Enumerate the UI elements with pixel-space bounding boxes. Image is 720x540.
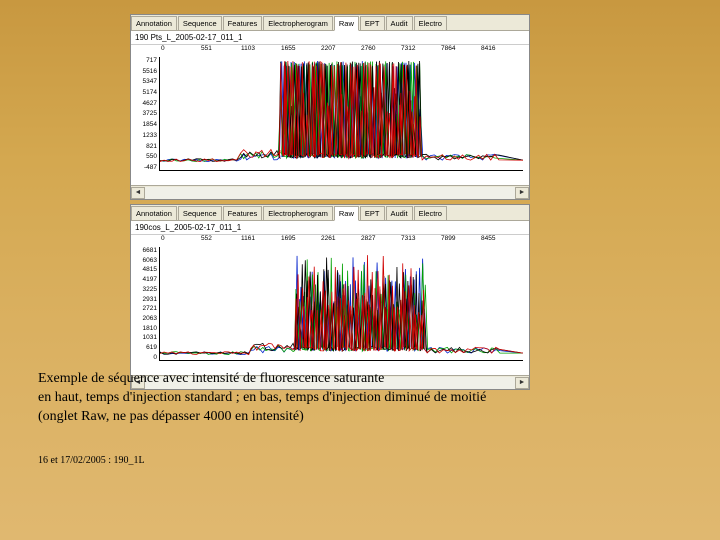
tab-raw[interactable]: Raw — [334, 16, 359, 31]
tab-annotation[interactable]: Annotation — [131, 206, 177, 220]
footnote: 16 et 17/02/2005 : 190_1L — [38, 455, 145, 466]
scroll-left-top[interactable]: ◄ — [131, 187, 145, 199]
tab-audit[interactable]: Audit — [386, 16, 413, 30]
tab-electropherogram[interactable]: Electropherogram — [263, 206, 333, 220]
scrollbar-top[interactable]: ◄ ► — [131, 185, 529, 199]
caption-line3: (onglet Raw, ne pas dépasser 4000 en int… — [38, 408, 486, 427]
x-axis-bottom: 05521161169522612827731378998455 — [159, 235, 523, 247]
tab-features[interactable]: Features — [223, 206, 263, 220]
tab-electro[interactable]: Electro — [414, 206, 447, 220]
chart-bottom: 05521161169522612827731378998455 6681606… — [131, 235, 529, 375]
panel-bottom: AnnotationSequenceFeaturesElectropherogr… — [130, 204, 530, 390]
plot-top — [159, 57, 523, 171]
tab-electro[interactable]: Electro — [414, 16, 447, 30]
tabs-top: AnnotationSequenceFeaturesElectropherogr… — [131, 15, 529, 31]
tab-annotation[interactable]: Annotation — [131, 16, 177, 30]
tab-ept[interactable]: EPT — [360, 206, 385, 220]
tab-features[interactable]: Features — [223, 16, 263, 30]
y-axis-bottom: 6681606348154197322529312721206318101031… — [131, 235, 159, 375]
tab-electropherogram[interactable]: Electropherogram — [263, 16, 333, 30]
screenshot-panels: AnnotationSequenceFeaturesElectropherogr… — [130, 14, 530, 394]
sample-name-top: 190 Pts_L_2005-02-17_011_1 — [131, 31, 529, 45]
tab-sequence[interactable]: Sequence — [178, 206, 222, 220]
caption-line2: en haut, temps d'injection standard ; en… — [38, 389, 486, 408]
panel-top: AnnotationSequenceFeaturesElectropherogr… — [130, 14, 530, 200]
scroll-right-bottom[interactable]: ► — [515, 377, 529, 389]
sample-name-bottom: 190cos_L_2005-02-17_011_1 — [131, 221, 529, 235]
scroll-track-top[interactable] — [145, 187, 515, 199]
scroll-right-top[interactable]: ► — [515, 187, 529, 199]
tab-ept[interactable]: EPT — [360, 16, 385, 30]
caption: Exemple de séquence avec intensité de fl… — [38, 370, 486, 427]
tab-sequence[interactable]: Sequence — [178, 16, 222, 30]
tab-audit[interactable]: Audit — [386, 206, 413, 220]
tabs-bottom: AnnotationSequenceFeaturesElectropherogr… — [131, 205, 529, 221]
x-axis-top: 05511103165522072760731278648416 — [159, 45, 523, 57]
caption-line1: Exemple de séquence avec intensité de fl… — [38, 370, 486, 389]
plot-bottom — [159, 247, 523, 361]
chart-top: 05511103165522072760731278648416 7175516… — [131, 45, 529, 185]
y-axis-top: 7175516534751744627372518541233821550-48… — [131, 45, 159, 185]
tab-raw[interactable]: Raw — [334, 206, 359, 221]
